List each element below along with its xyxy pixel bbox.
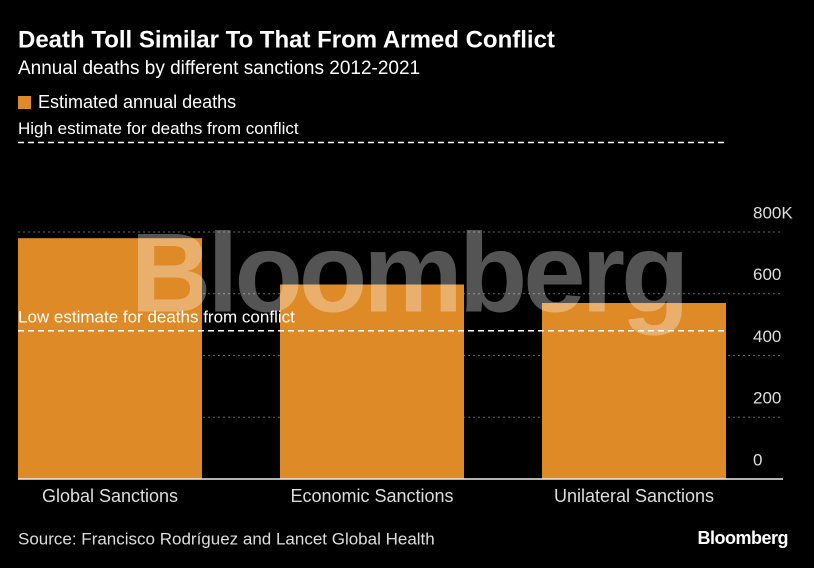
x-tick-label: Economic Sanctions	[290, 486, 453, 506]
bar	[18, 238, 202, 479]
y-tick-label: 800K	[753, 203, 793, 222]
x-tick-label: Unilateral Sanctions	[554, 486, 714, 506]
legend-label: Estimated annual deaths	[38, 92, 236, 112]
watermark: Bloomberg	[130, 211, 685, 336]
source: Source: Francisco Rodríguez and Lancet G…	[18, 529, 435, 548]
chart-subtitle: Annual deaths by different sanctions 201…	[18, 58, 420, 79]
logo: Bloomberg	[697, 528, 788, 548]
y-tick-label: 200	[753, 389, 781, 408]
reference-label: Low estimate for deaths from conflict	[18, 307, 295, 326]
reference-label: High estimate for deaths from conflict	[18, 119, 299, 138]
y-tick-label: 600	[753, 265, 781, 284]
chart-title: Death Toll Similar To That From Armed Co…	[18, 26, 555, 53]
legend-swatch	[18, 96, 31, 109]
y-tick-label: 0	[753, 450, 762, 469]
bar	[280, 284, 464, 479]
x-tick-label: Global Sanctions	[42, 486, 178, 506]
y-tick-label: 400	[753, 327, 781, 346]
bar	[542, 303, 726, 479]
